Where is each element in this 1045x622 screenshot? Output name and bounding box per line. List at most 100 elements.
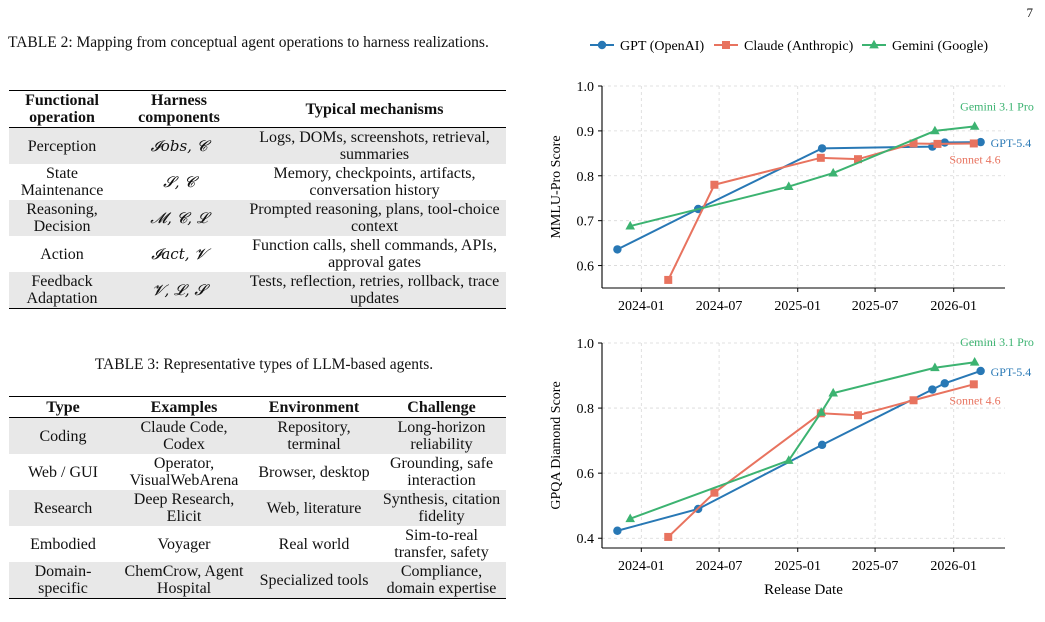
table-cell: Browser, desktop: [258, 463, 370, 481]
chart1-data-point: [817, 144, 827, 153]
table3-header-environment: Environment: [251, 396, 377, 418]
table-cell: 𝓘act, 𝓥: [151, 244, 207, 263]
legend-entry: Claude (Anthropic): [744, 39, 854, 54]
table-cell: 𝓜, 𝓒, 𝓛: [115, 200, 243, 236]
table2-header-mechanisms: Typical mechanisms: [243, 90, 506, 128]
table-cell: Tests, reflection, retries, rollback, tr…: [243, 272, 506, 309]
table-cell: Operator, VisualWebArena: [129, 455, 239, 489]
table-cell: Voyager: [157, 535, 211, 553]
chart1-xtick-label: 2026-01: [930, 299, 977, 314]
table-cell: Perception: [9, 127, 115, 164]
table-row: Action 𝓘act, 𝓥 Function calls, shell comma…: [9, 236, 506, 272]
chart1-series-line: [629, 125, 975, 228]
chart2-data-point: [853, 411, 862, 420]
chart2-ytick-label: 0.6: [577, 467, 595, 482]
table-row: Feedback Adaptation 𝓥, 𝓛, 𝓢 Tests, reflect…: [9, 272, 506, 309]
table2-operations-mapping: Functional operation Harness components …: [9, 90, 506, 309]
table-cell: Embodied: [30, 535, 96, 553]
chart2-end-label: GPT-5.4: [991, 365, 1032, 379]
chart2-series-line: [617, 370, 981, 532]
table3-header-challenge: Challenge: [377, 396, 506, 418]
table2-header-components: Harness components: [115, 90, 243, 128]
chart1-data-point: [710, 180, 719, 189]
table-cell: 𝓘obs, 𝓒: [115, 127, 243, 164]
chart1-end-label: Sonnet 4.6: [949, 152, 1000, 166]
chart2-data-point: [930, 362, 940, 372]
chart1-data-point: [853, 155, 862, 164]
chart1-xtick-label: 2025-07: [852, 299, 899, 314]
chart1-ytick-label: 1.0: [577, 80, 595, 95]
chart1-data-point: [976, 137, 985, 147]
chart2-ytick-label: 0.8: [577, 402, 595, 417]
table-cell: Specialized tools: [251, 562, 377, 599]
table-cell: Reasoning, Decision: [9, 200, 115, 236]
table-cell: State Maintenance: [20, 165, 104, 199]
chart2-xtick-label: 2024-07: [696, 559, 743, 574]
legend-marker: [722, 41, 730, 49]
chart2-data-point: [817, 440, 827, 450]
table-cell: 𝓢, 𝓒: [163, 172, 195, 191]
table-cell: Repository, terminal: [251, 417, 377, 454]
table-row: Web / GUI Operator, VisualWebArena Browser…: [9, 454, 506, 490]
chart2-data-point: [976, 366, 985, 376]
legend-marker: [597, 40, 607, 50]
chart2-xlabel: Release Date: [764, 582, 843, 598]
chart1-ytick-label: 0.6: [577, 260, 595, 275]
chart2-end-label: Sonnet 4.6: [949, 393, 1000, 407]
chart1-data-point: [909, 139, 918, 148]
table3-agent-types: Type Examples Environment Challenge Codi…: [9, 396, 506, 599]
chart1-data-point: [816, 153, 825, 162]
chart2-data-point: [783, 455, 794, 464]
chart2-xtick-label: 2025-01: [774, 559, 821, 574]
chart2-data-point: [816, 407, 827, 416]
chart2-end-label: Gemini 3.1 Pro: [960, 335, 1034, 349]
table-cell: Research: [9, 490, 117, 526]
table-cell: Prompted reasoning, plans, tool-choice c…: [243, 200, 506, 236]
chart2-xtick-label: 2026-01: [930, 559, 977, 574]
table-cell: Deep Research, Elicit: [117, 490, 251, 526]
table3-caption: TABLE 3: Representative types of LLM-bas…: [94, 356, 434, 373]
table-cell: Memory, checkpoints, artifacts, conversa…: [273, 165, 476, 199]
chart1-ytick-label: 0.9: [577, 125, 595, 140]
chart1-data-point: [933, 139, 942, 148]
table-cell: Grounding, safe interaction: [389, 455, 494, 489]
table-row: Coding Claude Code, Codex Repository, term…: [9, 417, 506, 454]
table-cell: Function calls, shell commands, APIs, ap…: [252, 237, 497, 271]
table-row: Embodied Voyager Real world Sim-to-real tra…: [9, 526, 506, 562]
chart2-ytick-label: 1.0: [577, 337, 595, 352]
chart1-xtick-label: 2024-07: [696, 299, 743, 314]
chart2-series-line: [629, 361, 975, 520]
chart2-data-point: [664, 532, 673, 541]
chart2-data-point: [625, 513, 636, 523]
benchmark-charts: 0.6 0.7 0.8 0.9 1.0 2024-01 2024-07 2025-01 2025…: [549, 39, 1034, 598]
chart2-data-point: [969, 380, 978, 389]
table3-header-type: Type: [9, 396, 117, 418]
legend-marker: [869, 39, 879, 49]
chart2-ylabel: GPQA Diamond Score: [549, 381, 564, 509]
table-cell: Logs, DOMs, screenshots, retrieval, summ…: [243, 127, 506, 164]
table-cell: Compliance, domain expertise: [377, 562, 506, 599]
chart2-series-line: [667, 383, 975, 538]
table-cell: Claude Code, Codex: [117, 417, 251, 454]
table2-header-operation: Functional operation: [9, 90, 115, 128]
chart1-data-point: [625, 220, 636, 230]
page-number: 7: [1026, 5, 1034, 20]
chart1-xtick-label: 2024-01: [618, 299, 665, 314]
chart1-data-point: [940, 138, 949, 147]
chart2-xtick-label: 2024-01: [618, 559, 665, 574]
table3-header-examples: Examples: [117, 396, 251, 418]
chart1-data-point: [783, 181, 794, 190]
chart1-ytick-label: 0.8: [577, 170, 595, 185]
chart2-data-point: [928, 385, 937, 394]
legend-entry: GPT (OpenAI): [620, 39, 704, 54]
table-cell: Web, literature: [251, 490, 377, 526]
table2-caption: TABLE 2: Mapping from conceptual agent o…: [8, 34, 489, 51]
chart2-data-point: [969, 356, 980, 366]
chart2-data-point: [909, 396, 918, 405]
table-row: Research Deep Research, Elicit Web, litera…: [9, 490, 506, 526]
chart1-xtick-label: 2025-01: [774, 299, 821, 314]
chart1-series-line: [616, 141, 981, 251]
table-cell: Sim-to-real transfer, safety: [394, 527, 489, 561]
chart1-data-point: [930, 125, 940, 135]
chart2-data-point: [710, 488, 719, 497]
